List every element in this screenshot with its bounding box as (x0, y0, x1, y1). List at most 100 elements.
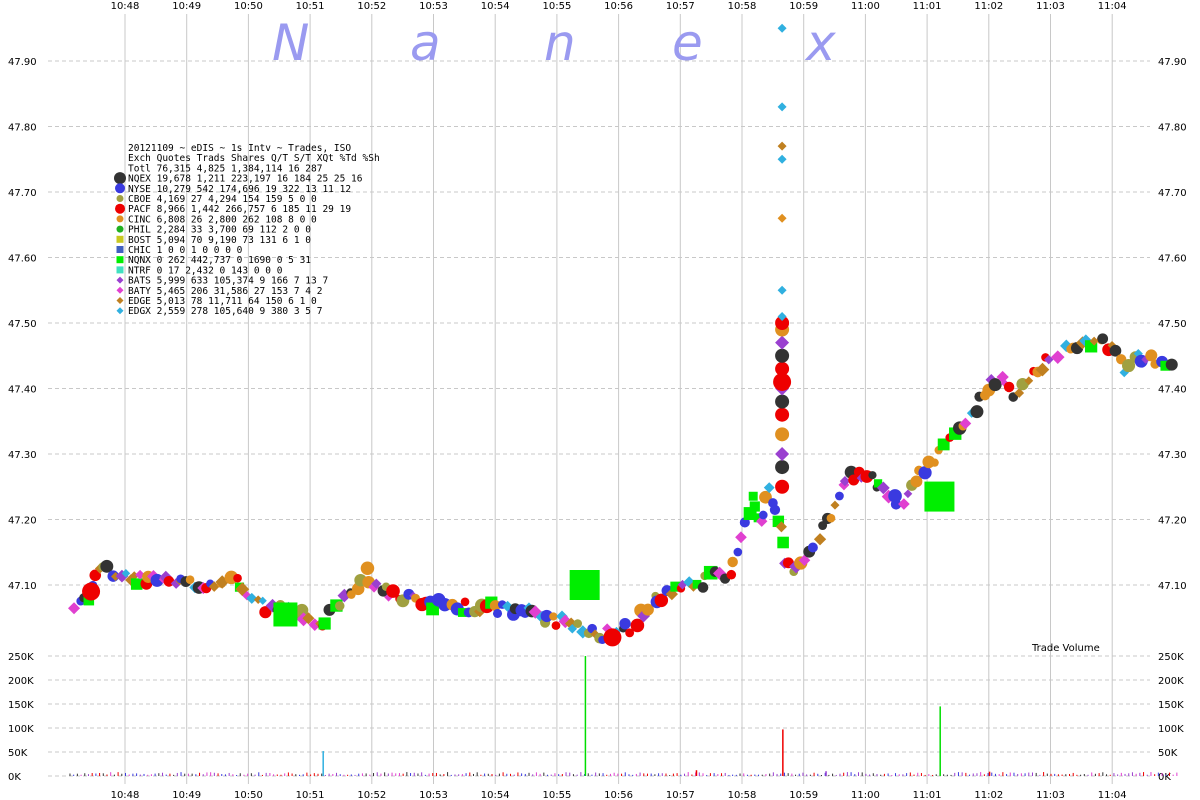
x-tick-top: 11:02 (974, 1, 1003, 12)
volume-bar (932, 774, 934, 776)
volume-bar (580, 772, 582, 776)
volume-bar (943, 774, 945, 776)
volume-bar (1094, 773, 1096, 776)
volume-bar (347, 774, 349, 776)
volume-bar (602, 773, 604, 776)
volume-bar (957, 772, 959, 776)
volume-bar (665, 773, 667, 776)
volume-bar (972, 773, 974, 776)
volume-bar (765, 774, 767, 776)
volume-bar (295, 774, 297, 776)
price-tick-right: 47.10 (1158, 581, 1187, 592)
x-tick-top: 11:03 (1036, 1, 1065, 12)
trade-point (116, 246, 124, 253)
volume-bar (454, 774, 456, 776)
trade-point (876, 481, 890, 495)
legend-title: 20121109 ~ eDIS ~ 1s Intv ~ Trades, ISO (128, 143, 351, 154)
volume-bar (532, 774, 534, 776)
trade-point (549, 612, 558, 621)
watermark-letter: a (410, 14, 441, 72)
x-tick-bottom: 10:55 (542, 790, 571, 800)
volume-bar (1057, 774, 1059, 776)
x-tick-bottom: 10:51 (296, 790, 325, 800)
volume-bar (809, 774, 811, 776)
trade-point (116, 266, 124, 274)
volume-bar (857, 772, 859, 776)
volume-bar (1050, 773, 1052, 776)
volume-bar (902, 774, 904, 776)
volume-bar (1061, 774, 1063, 776)
volume-bar (869, 774, 871, 776)
volume-bar (769, 773, 771, 776)
volume-bar (1098, 773, 1100, 776)
volume-bar (891, 774, 893, 776)
trade-point (726, 569, 737, 580)
volume-bar (569, 772, 571, 776)
volume-bar (465, 773, 467, 776)
volume-bar (632, 774, 634, 776)
trade-point (116, 276, 124, 284)
price-tick-left: 47.70 (8, 188, 37, 199)
trade-point (830, 500, 840, 510)
volume-bar (324, 774, 326, 776)
volume-bar (617, 773, 619, 776)
volume-bar (113, 774, 115, 776)
trade-point (759, 490, 772, 504)
volume-bar (80, 774, 82, 776)
volume-bar (391, 772, 393, 776)
volume-tick-left: 50K (8, 748, 28, 759)
legend-row: BATY 5,465 206 31,586 27 153 7 4 2 (128, 286, 322, 297)
trade-point (1050, 350, 1065, 364)
volume-bar (1024, 773, 1026, 776)
volume-bar (484, 773, 486, 776)
x-tick-bottom: 10:59 (789, 790, 818, 800)
trade-point (798, 554, 811, 567)
legend-row: PACF 8,966 1,442 266,757 6 185 11 29 19 (128, 204, 351, 215)
trade-point (116, 195, 124, 202)
volume-bar (269, 773, 271, 776)
trade-point (848, 474, 860, 486)
volume-bar (469, 772, 471, 776)
volume-bar (698, 772, 700, 776)
volume-bar (854, 774, 856, 776)
volume-bar (322, 751, 324, 776)
grid-lines (48, 14, 1150, 784)
volume-bar (835, 774, 837, 776)
large-trade-marker (273, 602, 298, 627)
trade-point (121, 569, 131, 578)
volume-bar (635, 773, 637, 776)
trade-point (775, 460, 790, 475)
trade-point (777, 311, 787, 321)
volume-bar (1143, 772, 1145, 776)
volume-bar (480, 774, 482, 776)
volume-bar (517, 772, 519, 776)
trade-point (775, 521, 787, 533)
trade-points (67, 23, 1178, 647)
trade-point (295, 603, 309, 617)
volume-bar (791, 773, 793, 776)
legend-row: NTRF 0 17 2,432 0 143 0 0 0 (128, 265, 283, 276)
volume-bar (994, 773, 996, 776)
volume-bar (1031, 772, 1033, 776)
volume-bar (424, 774, 426, 776)
legend-row: EDGE 5,013 78 11,711 64 150 6 1 0 (128, 296, 317, 307)
volume-bar (150, 774, 152, 776)
volume-bar (506, 773, 508, 776)
volume-bar (695, 770, 698, 776)
volume-bar (621, 773, 623, 776)
legend-row: NQNX 0 262 442,737 0 1690 0 5 31 (128, 255, 311, 266)
volume-bar (380, 773, 382, 776)
price-tick-right: 47.80 (1158, 123, 1187, 134)
volume-bar (317, 773, 319, 776)
trade-point (775, 348, 790, 363)
price-tick-right: 47.50 (1158, 319, 1187, 330)
price-tick-left: 47.10 (8, 581, 37, 592)
volume-bar (1102, 772, 1104, 776)
volume-bar (1076, 774, 1078, 776)
x-tick-top: 10:57 (666, 1, 695, 12)
trade-point (318, 617, 331, 630)
volume-bar (1013, 772, 1015, 776)
volume-bar (906, 773, 908, 776)
trade-point (665, 588, 678, 601)
